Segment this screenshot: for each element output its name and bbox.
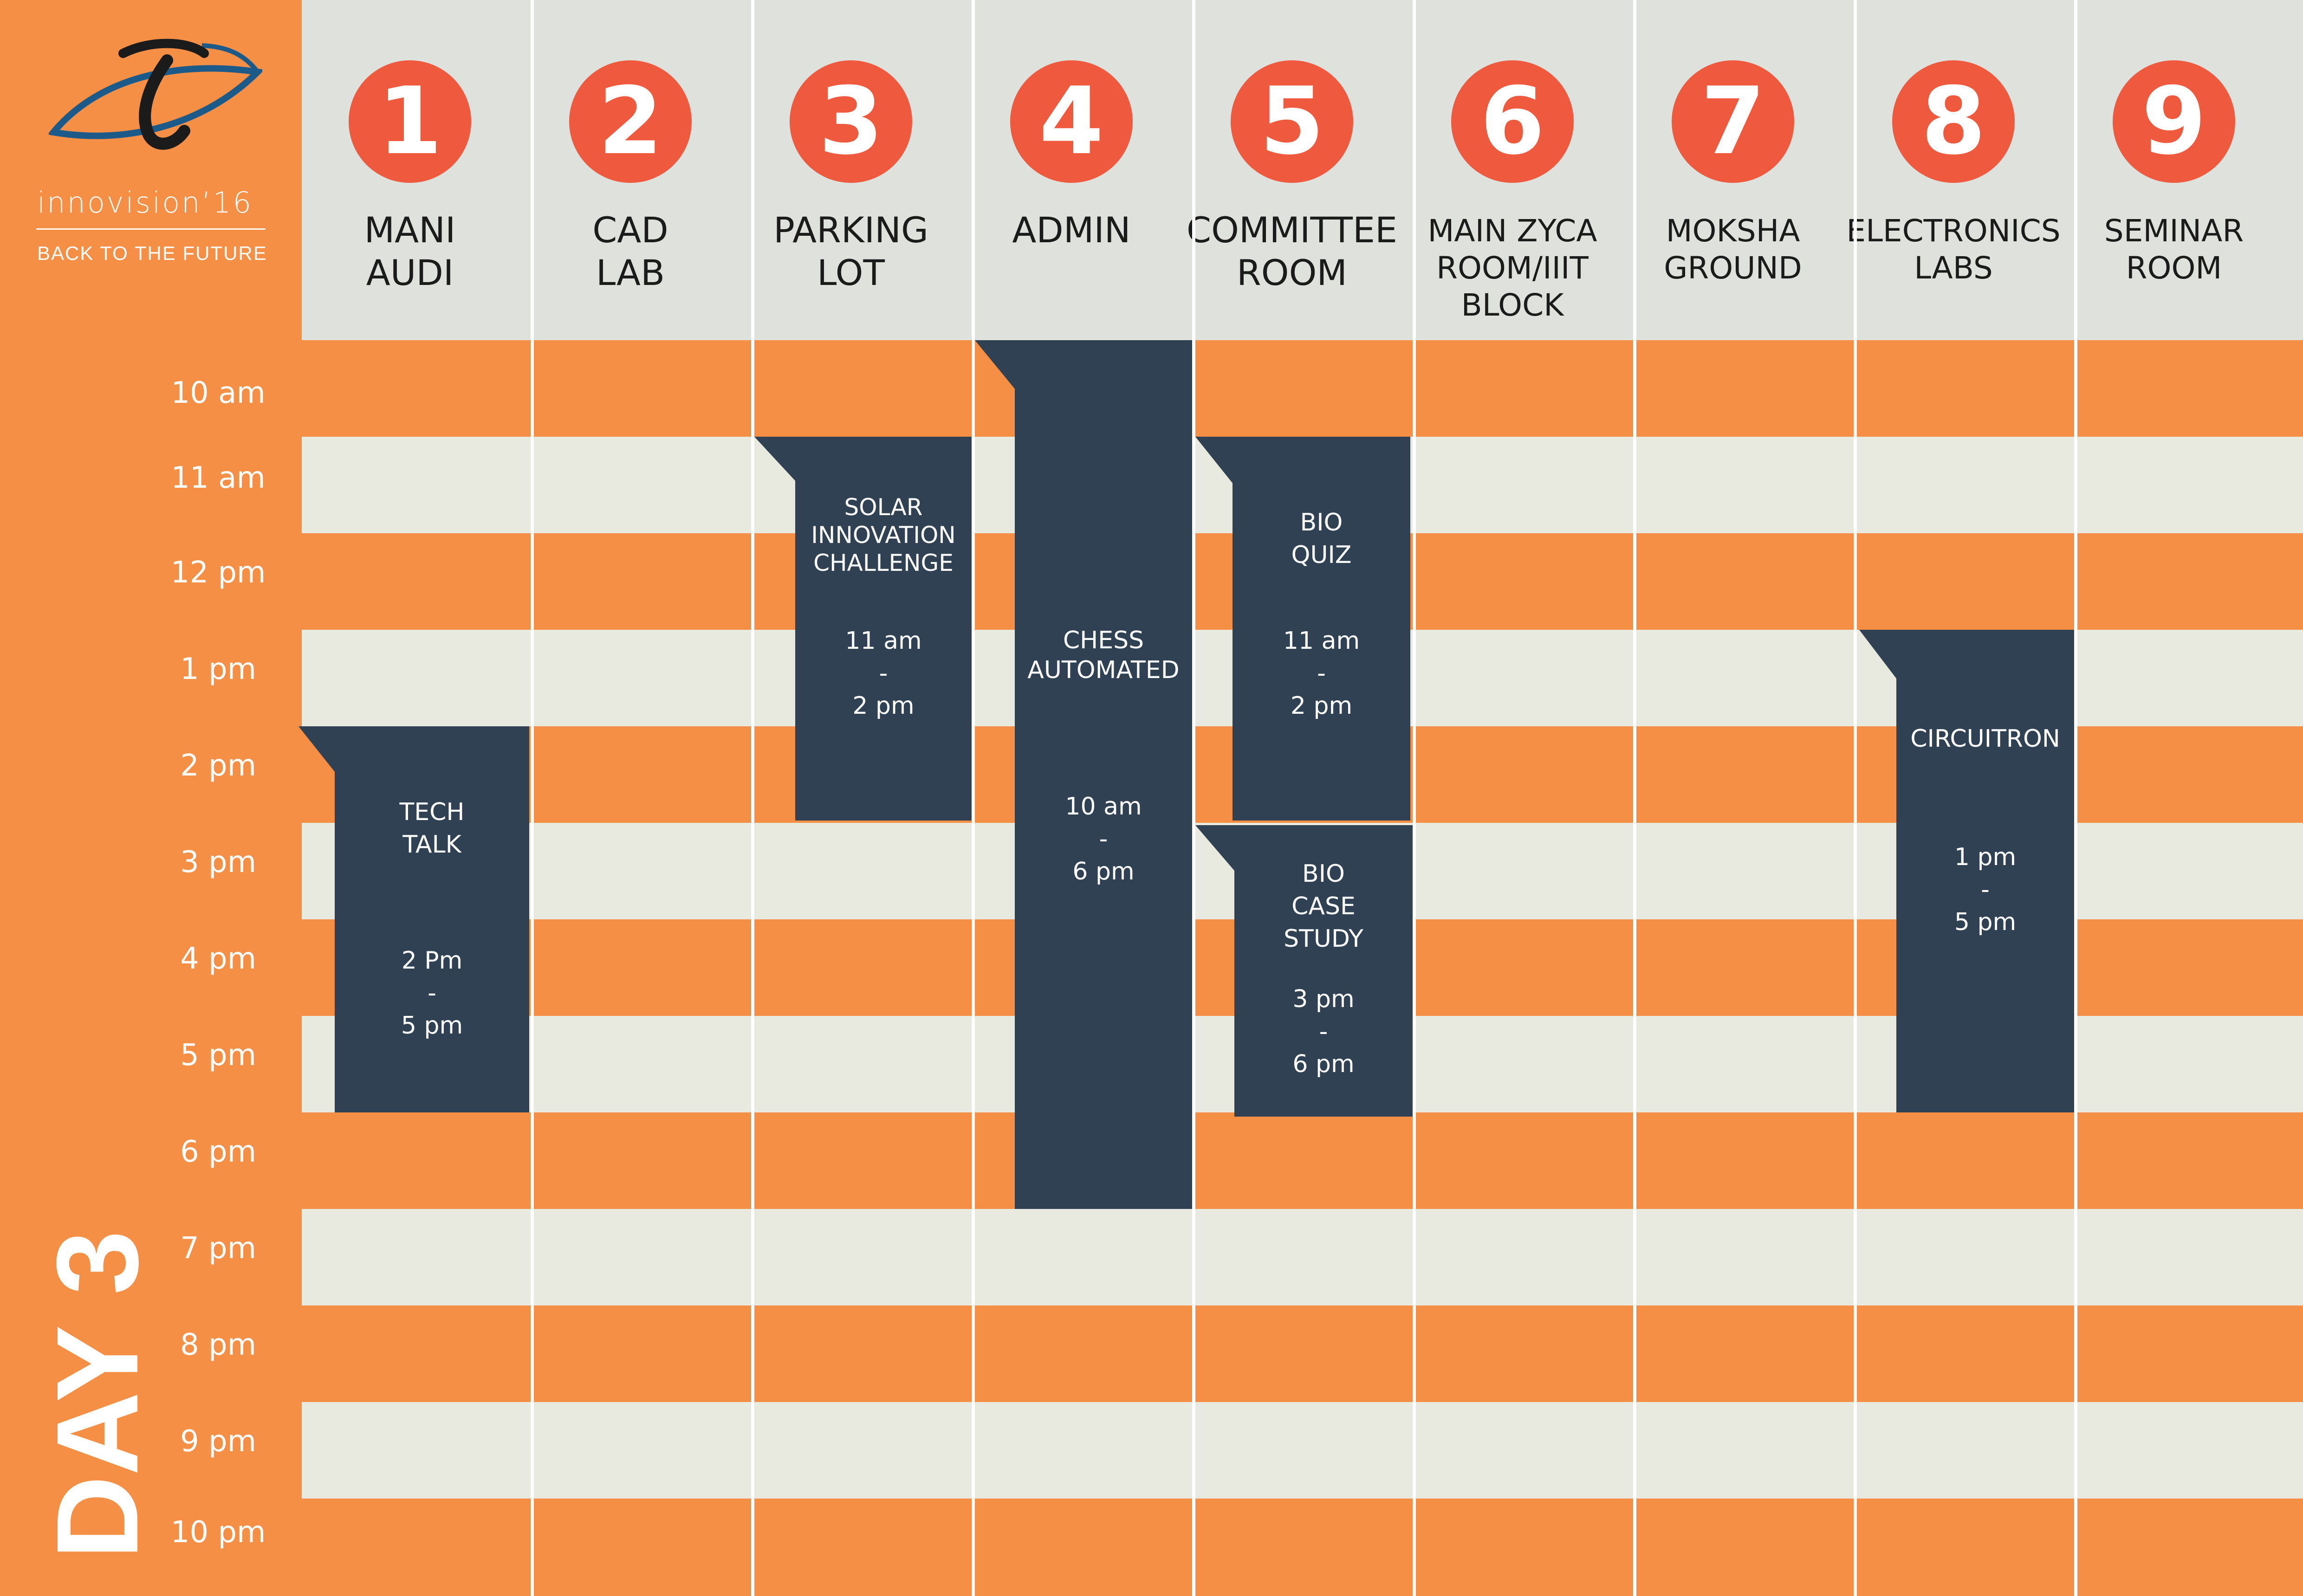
- venue-number-badge: 4: [1010, 60, 1133, 183]
- venue-4: 4 ADMIN: [963, 0, 1180, 340]
- venue-3: 3 PARKING LOT: [743, 0, 959, 340]
- time-label: 1 pm: [180, 652, 257, 686]
- event-time: 10 am - 6 pm: [1065, 793, 1142, 885]
- column-divider: [1633, 0, 1636, 1596]
- event-bio-quiz[interactable]: BIO QUIZ 11 am - 2 pm: [1195, 437, 1410, 821]
- event-title: CHESS AUTOMATED: [1027, 627, 1180, 684]
- time-label: 7 pm: [180, 1231, 257, 1266]
- venue-5: 5 COMMITTEE ROOM: [1184, 0, 1400, 340]
- venue-1: 1 MANI AUDI: [302, 0, 518, 340]
- event-block-shape: [975, 340, 1192, 1209]
- time-label: 6 pm: [180, 1135, 257, 1169]
- column-divider: [972, 0, 975, 1596]
- time-label: 5 pm: [180, 1038, 257, 1073]
- column-divider: [531, 0, 534, 1596]
- venue-name: PARKING LOT: [773, 209, 928, 293]
- venue-2: 2 CAD LAB: [522, 0, 739, 340]
- venue-name: MOKSHA GROUND: [1664, 213, 1802, 286]
- row-8pm: [302, 1305, 2303, 1402]
- time-label: 10 pm: [170, 1515, 266, 1550]
- sidebar: innovision’16 BACK TO THE FUTURE 10 am 1…: [0, 0, 302, 1596]
- venue-name: COMMITTEE ROOM: [1187, 209, 1397, 293]
- venue-name: SEMINAR ROOM: [2104, 213, 2244, 286]
- brand-tagline: BACK TO THE FUTURE: [37, 242, 267, 264]
- venue-9: 9 SEMINAR ROOM: [2066, 0, 2282, 340]
- day-label: DAY 3: [32, 1230, 162, 1559]
- venue-6: 6 MAIN ZYCA ROOM/IIIT BLOCK: [1404, 0, 1621, 340]
- column-divider: [1413, 0, 1416, 1596]
- event-block-shape: [1195, 437, 1410, 821]
- event-tech-talk[interactable]: TECH TALK 2 Pm - 5 pm: [298, 726, 529, 1112]
- event-title: CIRCUITRON: [1910, 725, 2060, 753]
- event-title: BIO CASE STUDY: [1284, 860, 1363, 953]
- event-block-shape: [1195, 825, 1413, 1117]
- event-time: 11 am - 2 pm: [845, 627, 922, 720]
- venue-name: ELECTRONICS LABS: [1846, 213, 2061, 286]
- venue-name: MANI AUDI: [364, 209, 456, 293]
- event-title: TECH TALK: [399, 798, 465, 859]
- time-label: 10 am: [171, 376, 266, 410]
- event-time: 2 Pm - 5 pm: [401, 947, 463, 1040]
- venue-number-badge: 1: [349, 60, 471, 183]
- time-label: 11 am: [171, 461, 266, 495]
- column-divider: [751, 0, 754, 1596]
- event-bio-case-study[interactable]: BIO CASE STUDY 3 pm - 6 pm: [1195, 825, 1413, 1117]
- brand-divider: [36, 228, 266, 230]
- innovision-logo: [47, 28, 265, 162]
- venue-number-badge: 2: [569, 60, 692, 183]
- time-label: 2 pm: [180, 749, 257, 783]
- event-circuitron[interactable]: CIRCUITRON 1 pm - 5 pm: [1859, 630, 2074, 1112]
- column-divider: [1192, 0, 1195, 1596]
- event-title: SOLAR INNOVATION CHALLENGE: [811, 494, 956, 576]
- venue-number-badge: 3: [790, 60, 912, 183]
- time-label: 12 pm: [170, 556, 266, 590]
- venue-number-badge: 5: [1231, 60, 1353, 183]
- time-label: 4 pm: [180, 942, 257, 976]
- time-label: 8 pm: [180, 1328, 257, 1362]
- event-chess-automated[interactable]: CHESS AUTOMATED 10 am - 6 pm: [975, 340, 1192, 1209]
- venue-name: CAD LAB: [592, 209, 668, 293]
- brand-name: innovision’16: [37, 186, 253, 220]
- event-block-shape: [754, 437, 972, 821]
- row-10am: [302, 340, 2303, 437]
- event-block-shape: [298, 726, 529, 1112]
- event-block-shape: [1859, 630, 2074, 1112]
- venue-number-badge: 9: [2113, 60, 2235, 183]
- row-6pm: [302, 1112, 2303, 1209]
- event-time: 1 pm - 5 pm: [1954, 843, 2017, 936]
- venue-7: 7 MOKSHA GROUND: [1625, 0, 1841, 340]
- venue-name: ADMIN: [1012, 209, 1131, 251]
- column-divider: [2074, 0, 2077, 1596]
- venue-number-badge: 8: [1892, 60, 2015, 183]
- venue-header: 1 MANI AUDI 2 CAD LAB 3 PARKING LOT 4 AD…: [302, 0, 2303, 340]
- event-solar-innovation-challenge[interactable]: SOLAR INNOVATION CHALLENGE 11 am - 2 pm: [754, 437, 972, 821]
- event-time: 11 am - 2 pm: [1283, 627, 1360, 720]
- time-label: 9 pm: [180, 1424, 257, 1459]
- row-7pm: [302, 1209, 2303, 1305]
- row-10pm: [302, 1499, 2303, 1596]
- venue-name: MAIN ZYCA ROOM/IIIT BLOCK: [1427, 213, 1597, 323]
- time-label: 3 pm: [180, 845, 257, 879]
- column-divider: [1854, 0, 1857, 1596]
- venue-number-badge: 7: [1672, 60, 1794, 183]
- event-title: BIO QUIZ: [1291, 509, 1352, 569]
- venue-8: 8 ELECTRONICS LABS: [1845, 0, 2062, 340]
- event-time: 3 pm - 6 pm: [1292, 985, 1355, 1078]
- venue-number-badge: 6: [1451, 60, 1574, 183]
- row-9pm: [302, 1402, 2303, 1499]
